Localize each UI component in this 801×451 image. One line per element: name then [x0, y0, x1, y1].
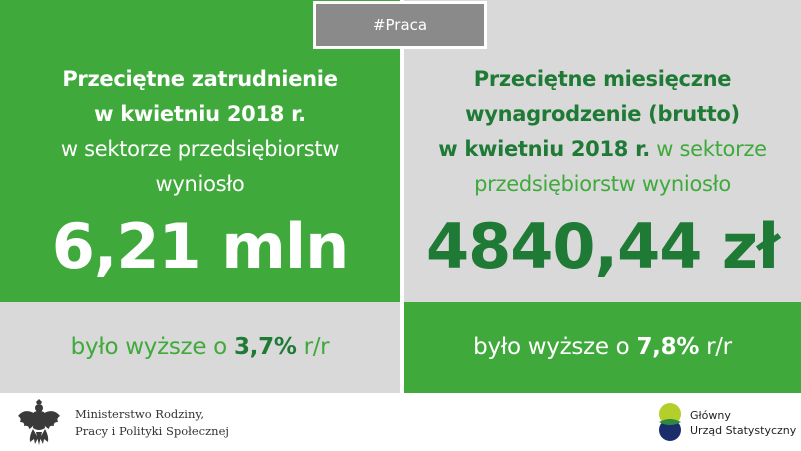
gus-name-line2: Urząd Statystyczny [690, 424, 797, 437]
employment-value: 6,21 mln [51, 210, 350, 283]
salary-change: było wyższe o 7,8% r/r [404, 302, 801, 393]
salary-change-value: 7,8% [636, 334, 700, 360]
salary-description: Przeciętne miesięczne wynagrodzenie (bru… [404, 62, 801, 202]
salary-change-prefix: było wyższe o [473, 334, 637, 360]
salary-change-suffix: r/r [699, 334, 732, 360]
gus-logo-icon [659, 403, 681, 441]
right-panel-top [404, 0, 801, 302]
employment-change-prefix: było wyższe o [70, 334, 234, 360]
employment-change-value: 3,7% [233, 334, 297, 360]
ministry-name-line2: Pracy i Polityki Społecznej [75, 424, 229, 438]
hashtag-badge: #Praca [313, 1, 487, 49]
employment-change-suffix: r/r [296, 334, 330, 360]
gus-name-line1: Główny [690, 409, 731, 422]
employment-desc-line4: wyniosło [155, 172, 245, 196]
salary-desc-line4: przedsiębiorstw wyniosło [474, 172, 731, 196]
ministry-name: Ministerstwo Rodziny, Pracy i Polityki S… [75, 406, 229, 440]
employment-title-line2: w kwietniu 2018 r. [94, 102, 306, 126]
salary-desc-line3-rest: w sektorze [649, 137, 767, 161]
hashtag-label: #Praca [316, 4, 484, 46]
right-panel-bottom [404, 302, 801, 393]
employment-description: Przeciętne zatrudnienie w kwietniu 2018 … [0, 62, 400, 202]
left-panel-top [0, 0, 400, 302]
salary-title-line1: Przeciętne miesięczne [473, 67, 732, 91]
salary-title-line3: w kwietniu 2018 r. [438, 137, 650, 161]
ministry-name-line1: Ministerstwo Rodziny, [75, 407, 205, 421]
gus-name: Główny Urząd Statystyczny [690, 408, 796, 438]
salary-value: 4840,44 zł [425, 210, 780, 283]
employment-change: było wyższe o 3,7% r/r [0, 302, 400, 393]
left-panel-bottom [0, 302, 400, 393]
employment-title-line1: Przeciętne zatrudnienie [62, 67, 338, 91]
polish-eagle-emblem-icon [18, 399, 60, 445]
employment-desc-line3: w sektorze przedsiębiorstw [60, 137, 340, 161]
salary-title-line2: wynagrodzenie (brutto) [465, 102, 740, 126]
